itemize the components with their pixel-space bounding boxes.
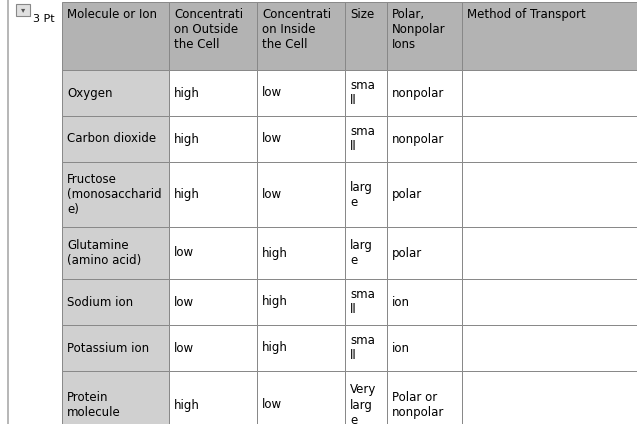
Text: high: high (262, 246, 288, 259)
Text: Potassium ion: Potassium ion (67, 341, 149, 354)
Bar (462, 162, 637, 227)
Text: Oxygen: Oxygen (67, 86, 113, 100)
Bar (387, 371, 462, 424)
Text: nonpolar: nonpolar (392, 132, 445, 145)
Text: ion: ion (392, 296, 410, 309)
Text: high: high (174, 399, 200, 412)
Bar (345, 279, 387, 325)
Bar (62, 2, 169, 70)
Bar (169, 70, 257, 116)
Bar (169, 162, 257, 227)
Bar (387, 227, 462, 279)
Bar (169, 279, 257, 325)
Text: larg
e: larg e (350, 239, 373, 267)
Text: low: low (262, 86, 282, 100)
Text: ▾: ▾ (21, 6, 25, 14)
Bar (462, 116, 637, 162)
Text: ion: ion (392, 341, 410, 354)
Bar (257, 2, 345, 70)
Text: high: high (174, 86, 200, 100)
Bar (257, 371, 345, 424)
Text: Size: Size (350, 8, 375, 21)
Text: Polar,
Nonpolar
Ions: Polar, Nonpolar Ions (392, 8, 446, 51)
Text: Method of Transport: Method of Transport (467, 8, 586, 21)
Bar (257, 279, 345, 325)
Text: nonpolar: nonpolar (392, 86, 445, 100)
Bar (62, 162, 169, 227)
Text: Polar or
nonpolar: Polar or nonpolar (392, 391, 445, 419)
Bar (169, 227, 257, 279)
Text: polar: polar (392, 188, 422, 201)
Bar (345, 325, 387, 371)
Text: Protein
molecule: Protein molecule (67, 391, 121, 419)
Text: low: low (262, 399, 282, 412)
Text: sma
ll: sma ll (350, 79, 375, 107)
Bar (62, 325, 169, 371)
Text: low: low (174, 296, 194, 309)
Text: sma
ll: sma ll (350, 125, 375, 153)
Text: low: low (174, 341, 194, 354)
Bar (387, 279, 462, 325)
Text: Glutamine
(amino acid): Glutamine (amino acid) (67, 239, 141, 267)
Bar (169, 2, 257, 70)
Bar (462, 2, 637, 70)
Bar (257, 227, 345, 279)
Bar (257, 116, 345, 162)
Bar (387, 116, 462, 162)
Text: Concentrati
on Outside
the Cell: Concentrati on Outside the Cell (174, 8, 243, 51)
Text: high: high (262, 296, 288, 309)
Bar (16, 4, 30, 16)
Text: Fructose
(monosaccharid
e): Fructose (monosaccharid e) (67, 173, 162, 216)
Bar (62, 70, 169, 116)
Bar (345, 162, 387, 227)
Bar (62, 116, 169, 162)
Text: Very
larg
e: Very larg e (350, 383, 376, 424)
Text: sma
ll: sma ll (350, 288, 375, 316)
Bar (169, 116, 257, 162)
Bar (169, 371, 257, 424)
Text: high: high (262, 341, 288, 354)
Text: low: low (262, 132, 282, 145)
Bar (462, 279, 637, 325)
Bar (345, 2, 387, 70)
Bar (462, 227, 637, 279)
Bar (62, 227, 169, 279)
Bar (462, 325, 637, 371)
Bar (257, 162, 345, 227)
Text: larg
e: larg e (350, 181, 373, 209)
Text: Sodium ion: Sodium ion (67, 296, 133, 309)
Bar (462, 371, 637, 424)
Text: polar: polar (392, 246, 422, 259)
Bar (462, 70, 637, 116)
Bar (345, 371, 387, 424)
Bar (387, 2, 462, 70)
Bar (387, 70, 462, 116)
Bar (387, 162, 462, 227)
Bar (345, 70, 387, 116)
Text: sma
ll: sma ll (350, 334, 375, 362)
Text: Carbon dioxide: Carbon dioxide (67, 132, 156, 145)
Bar (257, 325, 345, 371)
Text: low: low (174, 246, 194, 259)
Bar (257, 70, 345, 116)
Bar (62, 371, 169, 424)
Bar (62, 279, 169, 325)
Bar (387, 325, 462, 371)
Bar (169, 325, 257, 371)
Text: Concentrati
on Inside
the Cell: Concentrati on Inside the Cell (262, 8, 331, 51)
Text: high: high (174, 132, 200, 145)
Text: Molecule or Ion: Molecule or Ion (67, 8, 157, 21)
Text: low: low (262, 188, 282, 201)
Text: high: high (174, 188, 200, 201)
Bar (345, 116, 387, 162)
Bar (345, 227, 387, 279)
Text: 3 Pt: 3 Pt (33, 14, 55, 24)
